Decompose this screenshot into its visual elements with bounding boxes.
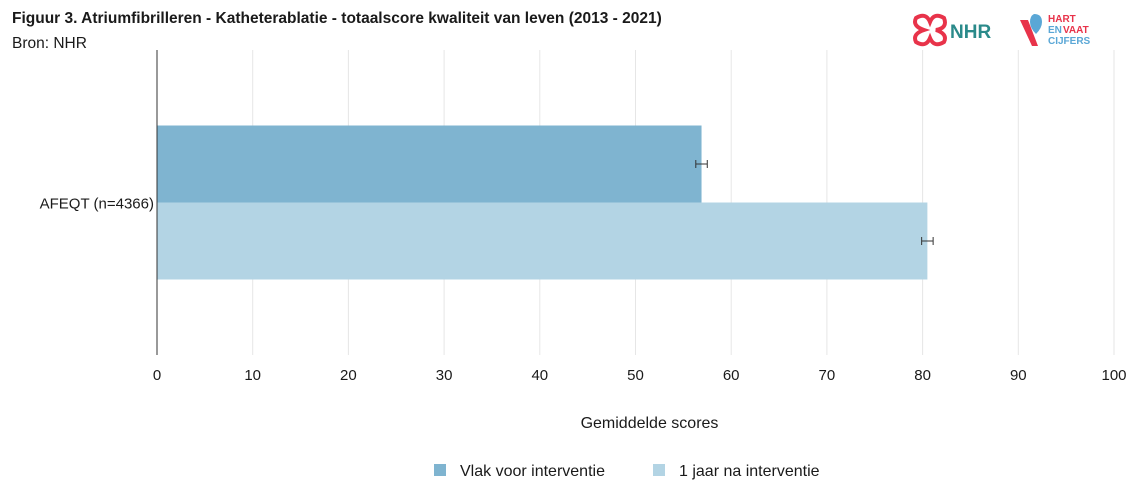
nhr-logo: NHR (913, 13, 991, 47)
bars (157, 125, 934, 280)
x-tick-label: 100 (1101, 367, 1126, 384)
logo-line-vaat: VAAT (1063, 25, 1089, 36)
x-tick-label: 80 (914, 367, 931, 384)
x-tick-label: 90 (1010, 367, 1027, 384)
legend-label: Vlak voor interventie (460, 463, 605, 480)
nhr-knot-icon (913, 13, 947, 47)
chart-source: Bron: NHR (12, 35, 87, 52)
logo-line-en: EN (1048, 25, 1062, 36)
bar (157, 125, 702, 203)
x-tick-label: 40 (531, 367, 548, 384)
legend-swatch (653, 464, 665, 476)
category-labels: AFEQT (n=4366) (40, 196, 154, 213)
chart-title: Figuur 3. Atriumfibrilleren - Katheterab… (12, 10, 662, 27)
x-tick-label: 50 (627, 367, 644, 384)
legend-label: 1 jaar na interventie (679, 463, 820, 480)
x-tick-label: 0 (153, 367, 161, 384)
logo-line-cijfers: CIJFERS (1048, 36, 1091, 47)
x-tick-label: 10 (244, 367, 261, 384)
nhr-logo-text: NHR (950, 22, 991, 43)
x-tick-label: 20 (340, 367, 357, 384)
bar (157, 202, 928, 280)
heart-vessel-icon (1020, 14, 1042, 46)
category-label: AFEQT (n=4366) (40, 196, 154, 213)
hart-en-vaat-cijfers-logo: HART EN VAAT CIJFERS (1020, 14, 1091, 47)
x-axis-label: Gemiddelde scores (581, 415, 719, 432)
x-tick-label: 30 (436, 367, 453, 384)
x-tick-label: 70 (819, 367, 836, 384)
legend: Vlak voor interventie 1 jaar na intervent… (434, 463, 820, 480)
logo-line-hart: HART (1048, 14, 1076, 25)
x-tick-label: 60 (723, 367, 740, 384)
x-tick-labels: 0 10 20 30 40 50 60 70 80 90 100 (153, 367, 1127, 384)
legend-swatch (434, 464, 446, 476)
